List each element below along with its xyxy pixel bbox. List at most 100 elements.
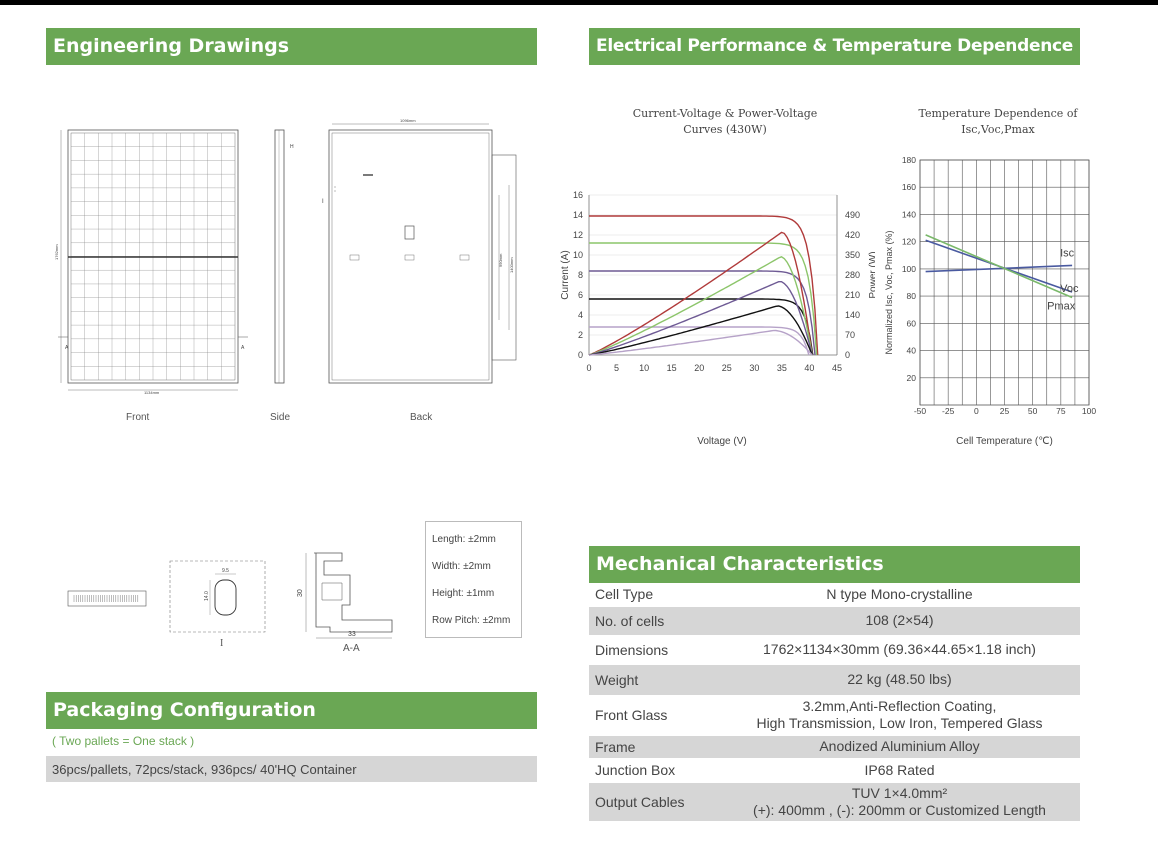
side-view-drawing (274, 129, 285, 384)
x-tick-label: -25 (942, 406, 955, 416)
connector-detail-drawing (67, 590, 147, 607)
detail-drawings: 9.5 14.0 30 33 (67, 552, 393, 639)
y-tick-label: 40 (907, 346, 917, 356)
pv-curve (588, 329, 813, 356)
x-tick-label: 15 (667, 363, 677, 373)
row-value: 1762×1134×30mm (69.36×44.65×1.18 inch) (719, 635, 1080, 665)
row-key: Weight (589, 664, 719, 696)
y2-tick-label: 350 (845, 250, 860, 260)
row-key: Cell Type (589, 583, 719, 607)
x-tick-label: 25 (1000, 406, 1010, 416)
y-tick-label: 16 (573, 190, 583, 200)
y-tick-label: 10 (573, 250, 583, 260)
hole-width-dim: 9.5 (222, 568, 229, 574)
series-label: Pmax (1047, 300, 1076, 312)
iv-pv-chart: 0 2 4 6 8 10 12 14 16 0 70 140 210 280 350 420 490 0 5 10 15… (560, 190, 875, 447)
table-row: Output Cables TUV 1×4.0mm² (+): 400mm , (-… (589, 782, 1080, 822)
y-tick-label: 180 (902, 155, 916, 165)
x-tick-label: 45 (832, 363, 842, 373)
x-tick-label: -50 (914, 406, 927, 416)
tolerance-box: Length: ±2mm Width: ±2mm Height: ±1mm Ro… (425, 521, 522, 638)
row-value: IP68 Rated (719, 758, 1080, 783)
y-tick-label: 0 (578, 350, 583, 360)
row-key: Junction Box (589, 758, 719, 783)
y-tick-label: 60 (907, 318, 917, 328)
front-view-drawing (58, 129, 248, 391)
iv-curve (589, 326, 810, 356)
y-axis-title: Normalized Isc, Voc, Pmax (%) (884, 230, 894, 354)
series-label: Voc (1060, 283, 1079, 295)
value-line-2: High Transmission, Low Iron, Tempered Gl… (756, 715, 1043, 731)
row-value: TUV 1×4.0mm² (+): 400mm , (-): 200mm or C… (719, 782, 1080, 822)
row-value: Anodized Aluminium Alloy (719, 735, 1080, 759)
back-view-drawing (328, 123, 517, 384)
x-tick-label: 100 (1082, 406, 1096, 416)
y-tick-label: 2 (578, 330, 583, 340)
x-tick-label: 75 (1056, 406, 1066, 416)
pv-curve (588, 305, 813, 356)
row-key: Dimensions (589, 635, 719, 665)
iv-curve (589, 215, 819, 356)
temp-chart-title: Temperature Dependence of Isc,Voc,Pmax (918, 107, 1078, 136)
back-mount-dim-1: 990mm (498, 253, 503, 267)
y2-tick-label: 280 (845, 270, 860, 280)
iv-chart-title: Current-Voltage & Power-Voltage Curves (… (632, 107, 818, 136)
iv-curve (589, 242, 818, 356)
frame-height-dim: 30 (297, 589, 304, 597)
section-aa-drawing (305, 552, 393, 639)
y-tick-label: 14 (573, 210, 583, 220)
engineering-drawings: A A 1762mm 1134mm H 1096mm 990mm 1400mm … (54, 118, 517, 395)
table-row: Frame Anodized Aluminium Alloy (589, 735, 1080, 759)
section-i-drawing (169, 560, 266, 633)
table-row: Front Glass 3.2mm,Anti-Reflection Coating… (589, 695, 1080, 736)
y2-tick-label: 140 (845, 310, 860, 320)
pv-curve (588, 281, 813, 356)
y2-tick-label: 210 (845, 290, 860, 300)
top-border (0, 0, 1158, 5)
electrical-performance-header: Electrical Performance & Temperature Dep… (589, 28, 1080, 65)
pv-curve (588, 231, 813, 356)
row-value: 3.2mm,Anti-Reflection Coating, High Trans… (719, 695, 1080, 736)
y-tick-label: 100 (902, 264, 916, 274)
packaging-detail-row (46, 756, 537, 782)
x-tick-label: 5 (614, 363, 619, 373)
table-row: Cell Type N type Mono-crystalline (589, 583, 1080, 607)
front-height-dim: 1762mm (54, 244, 59, 260)
front-mark-a-right: A (241, 345, 245, 351)
packaging-note: ( Two pallets = One stack ) (52, 734, 195, 748)
y2-tick-label: 490 (845, 210, 860, 220)
value-line-1: 3.2mm,Anti-Reflection Coating, (802, 698, 997, 714)
y-tick-label: 8 (578, 270, 583, 280)
side-view-label: Side (270, 412, 291, 423)
x-tick-label: 25 (722, 363, 732, 373)
pv-curve (588, 256, 813, 356)
y2-axis-title: Power (W) (868, 251, 875, 298)
y2-tick-label: 0 (845, 350, 850, 360)
iv-curve (589, 270, 816, 356)
row-key: No. of cells (589, 606, 719, 636)
packaging-detail: 36pcs/pallets, 72pcs/stack, 936pcs/ 40'H… (52, 762, 357, 777)
y2-tick-label: 70 (845, 330, 855, 340)
front-mark-a-left: A (65, 345, 69, 351)
tolerance-width: Width: ±2mm (432, 561, 491, 572)
side-mark-h: H (290, 144, 294, 150)
back-mark-i: I (322, 199, 324, 205)
row-key: Frame (589, 735, 719, 759)
series-line (925, 234, 1073, 299)
series-line (925, 264, 1073, 273)
y-tick-label: 140 (902, 209, 916, 219)
value-line-1: TUV 1×4.0mm² (851, 784, 948, 801)
mechanical-characteristics-header: Mechanical Characteristics (589, 546, 1080, 583)
y-tick-label: 120 (902, 237, 916, 247)
x-axis-title: Cell Temperature (℃) (956, 436, 1053, 447)
hole-height-dim: 14.0 (204, 591, 210, 601)
table-row: Dimensions 1762×1134×30mm (69.36×44.65×1.… (589, 635, 1080, 665)
x-tick-label: 0 (974, 406, 979, 416)
packaging-configuration-header: Packaging Configuration (46, 692, 537, 729)
x-tick-label: 0 (586, 363, 591, 373)
y-tick-label: 160 (902, 182, 916, 192)
y-axis-title: Current (A) (560, 250, 571, 299)
row-value: 108 (2×54) (719, 606, 1080, 636)
value-line-2: (+): 400mm , (-): 200mm or Customized Le… (753, 801, 1046, 818)
table-row: Junction Box IP68 Rated (589, 758, 1080, 783)
